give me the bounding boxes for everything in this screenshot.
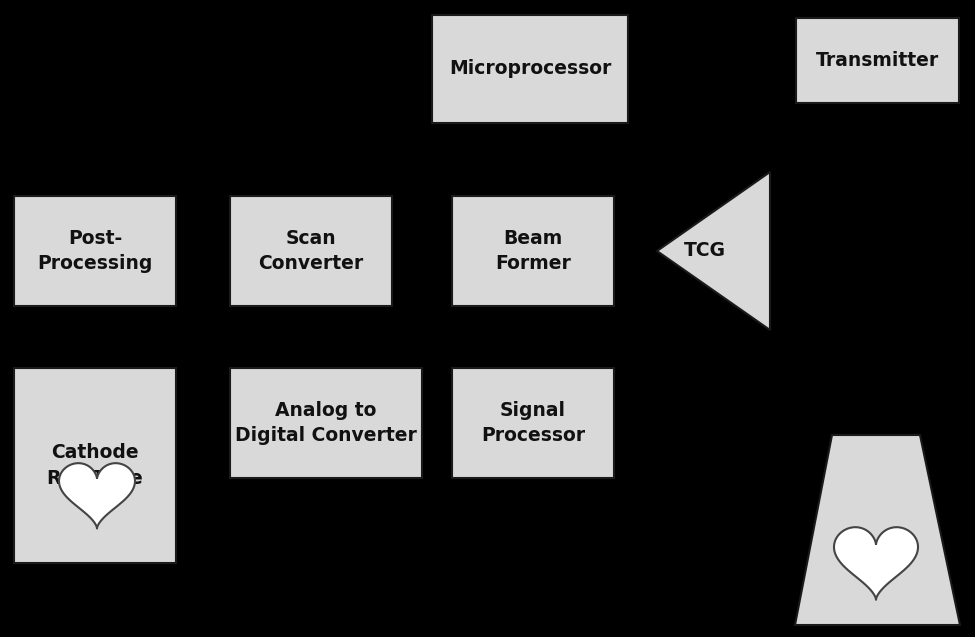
Text: Microprocessor: Microprocessor <box>448 59 611 78</box>
Text: Post-
Processing: Post- Processing <box>37 229 153 273</box>
Text: TCG: TCG <box>684 241 726 261</box>
FancyBboxPatch shape <box>452 368 614 478</box>
Text: Scan
Converter: Scan Converter <box>258 229 364 273</box>
Text: Analog to
Digital Converter: Analog to Digital Converter <box>235 401 417 445</box>
Polygon shape <box>795 435 960 625</box>
Polygon shape <box>834 527 918 599</box>
Text: Cathode
Ray Tube: Cathode Ray Tube <box>47 443 143 487</box>
Polygon shape <box>59 463 135 528</box>
FancyBboxPatch shape <box>432 15 628 123</box>
FancyBboxPatch shape <box>796 18 959 103</box>
FancyBboxPatch shape <box>14 196 176 306</box>
FancyBboxPatch shape <box>14 368 176 563</box>
Text: Signal
Processor: Signal Processor <box>481 401 585 445</box>
Polygon shape <box>657 172 770 330</box>
Text: Transmitter: Transmitter <box>816 51 939 70</box>
FancyBboxPatch shape <box>230 368 422 478</box>
Text: Beam
Former: Beam Former <box>495 229 571 273</box>
FancyBboxPatch shape <box>452 196 614 306</box>
FancyBboxPatch shape <box>230 196 392 306</box>
